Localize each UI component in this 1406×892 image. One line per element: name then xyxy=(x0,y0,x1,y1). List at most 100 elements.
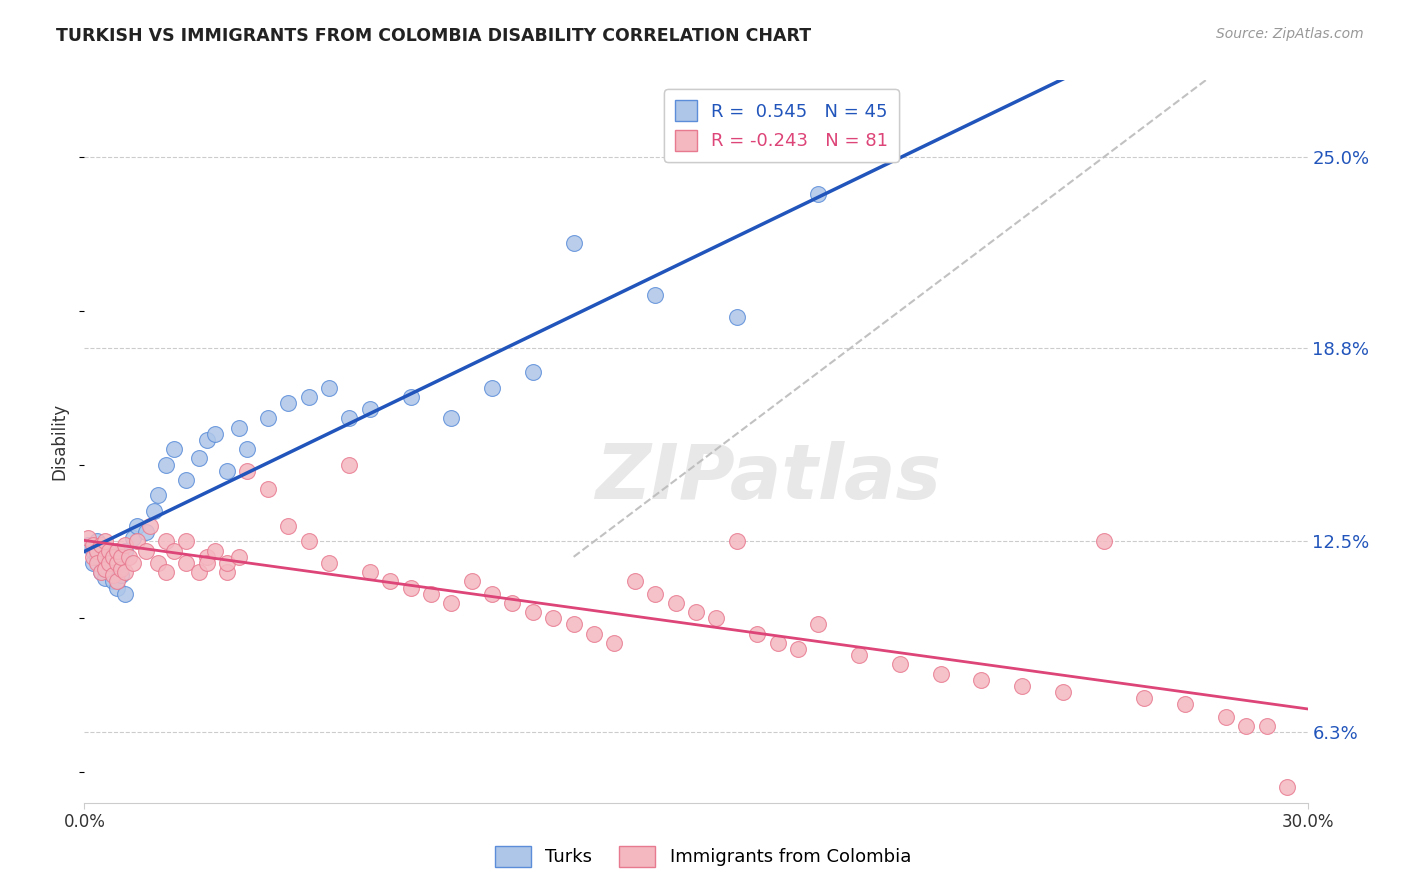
Point xyxy=(1011,679,1033,693)
Point xyxy=(787,642,810,657)
Point xyxy=(127,519,149,533)
Point xyxy=(93,571,115,585)
Point xyxy=(706,611,728,625)
Point xyxy=(359,402,381,417)
Point xyxy=(155,565,177,579)
Point xyxy=(195,549,218,564)
Point xyxy=(929,666,952,681)
Point xyxy=(522,365,544,379)
Point xyxy=(970,673,993,687)
Point xyxy=(135,543,157,558)
Point xyxy=(163,442,186,457)
Point xyxy=(848,648,870,663)
Point xyxy=(725,534,748,549)
Point xyxy=(339,458,361,472)
Point xyxy=(93,559,115,574)
Point xyxy=(195,433,218,447)
Point xyxy=(583,626,606,640)
Point xyxy=(298,534,321,549)
Point xyxy=(807,187,830,202)
Point xyxy=(114,543,136,558)
Point xyxy=(105,581,128,595)
Point xyxy=(204,543,226,558)
Point xyxy=(766,636,789,650)
Point xyxy=(138,519,160,533)
Point xyxy=(86,549,108,564)
Point xyxy=(624,574,647,589)
Legend: R =  0.545   N = 45, R = -0.243   N = 81: R = 0.545 N = 45, R = -0.243 N = 81 xyxy=(664,89,898,161)
Point xyxy=(97,543,120,558)
Point xyxy=(807,617,830,632)
Point xyxy=(298,390,321,404)
Point xyxy=(228,549,250,564)
Point xyxy=(90,565,112,579)
Point xyxy=(217,565,239,579)
Point xyxy=(644,587,666,601)
Point xyxy=(174,556,197,570)
Legend: Turks, Immigrants from Colombia: Turks, Immigrants from Colombia xyxy=(488,838,918,874)
Point xyxy=(86,556,108,570)
Point xyxy=(93,549,115,564)
Point xyxy=(399,581,422,595)
Point xyxy=(101,574,124,589)
Point xyxy=(644,288,666,302)
Point xyxy=(110,562,132,576)
Point xyxy=(889,657,911,672)
Point xyxy=(217,464,239,478)
Point xyxy=(101,562,124,576)
Text: ZIPatlas: ZIPatlas xyxy=(596,441,942,515)
Point xyxy=(155,534,177,549)
Point xyxy=(1133,691,1156,706)
Point xyxy=(257,411,280,425)
Point xyxy=(747,626,769,640)
Point xyxy=(685,605,707,619)
Point xyxy=(105,556,128,570)
Point xyxy=(122,532,145,546)
Point xyxy=(1174,698,1197,712)
Point xyxy=(1256,719,1278,733)
Point xyxy=(174,473,197,487)
Point xyxy=(82,556,104,570)
Point xyxy=(725,310,748,324)
Point xyxy=(127,534,149,549)
Point xyxy=(90,565,112,579)
Point xyxy=(1215,709,1237,723)
Point xyxy=(481,587,503,601)
Point xyxy=(77,537,100,551)
Point xyxy=(440,596,463,610)
Text: TURKISH VS IMMIGRANTS FROM COLOMBIA DISABILITY CORRELATION CHART: TURKISH VS IMMIGRANTS FROM COLOMBIA DISA… xyxy=(56,27,811,45)
Point xyxy=(97,556,120,570)
Point xyxy=(110,568,132,582)
Point xyxy=(1236,719,1258,733)
Point xyxy=(217,556,239,570)
Point xyxy=(236,442,259,457)
Point xyxy=(481,381,503,395)
Point xyxy=(93,534,115,549)
Point xyxy=(359,565,381,579)
Point xyxy=(502,596,524,610)
Point xyxy=(339,411,361,425)
Point xyxy=(110,549,132,564)
Point xyxy=(77,532,100,546)
Point xyxy=(1277,780,1299,795)
Point xyxy=(101,568,124,582)
Point xyxy=(135,525,157,540)
Y-axis label: Disability: Disability xyxy=(51,403,69,480)
Point xyxy=(82,549,104,564)
Point xyxy=(114,537,136,551)
Text: Source: ZipAtlas.com: Source: ZipAtlas.com xyxy=(1216,27,1364,41)
Point xyxy=(257,482,280,496)
Point xyxy=(318,381,340,395)
Point xyxy=(105,574,128,589)
Point xyxy=(399,390,422,404)
Point xyxy=(114,565,136,579)
Point xyxy=(146,556,169,570)
Point xyxy=(163,543,186,558)
Point xyxy=(90,537,112,551)
Point xyxy=(90,553,112,567)
Point xyxy=(101,549,124,564)
Point xyxy=(543,611,565,625)
Point xyxy=(228,420,250,434)
Point xyxy=(195,556,218,570)
Point xyxy=(86,543,108,558)
